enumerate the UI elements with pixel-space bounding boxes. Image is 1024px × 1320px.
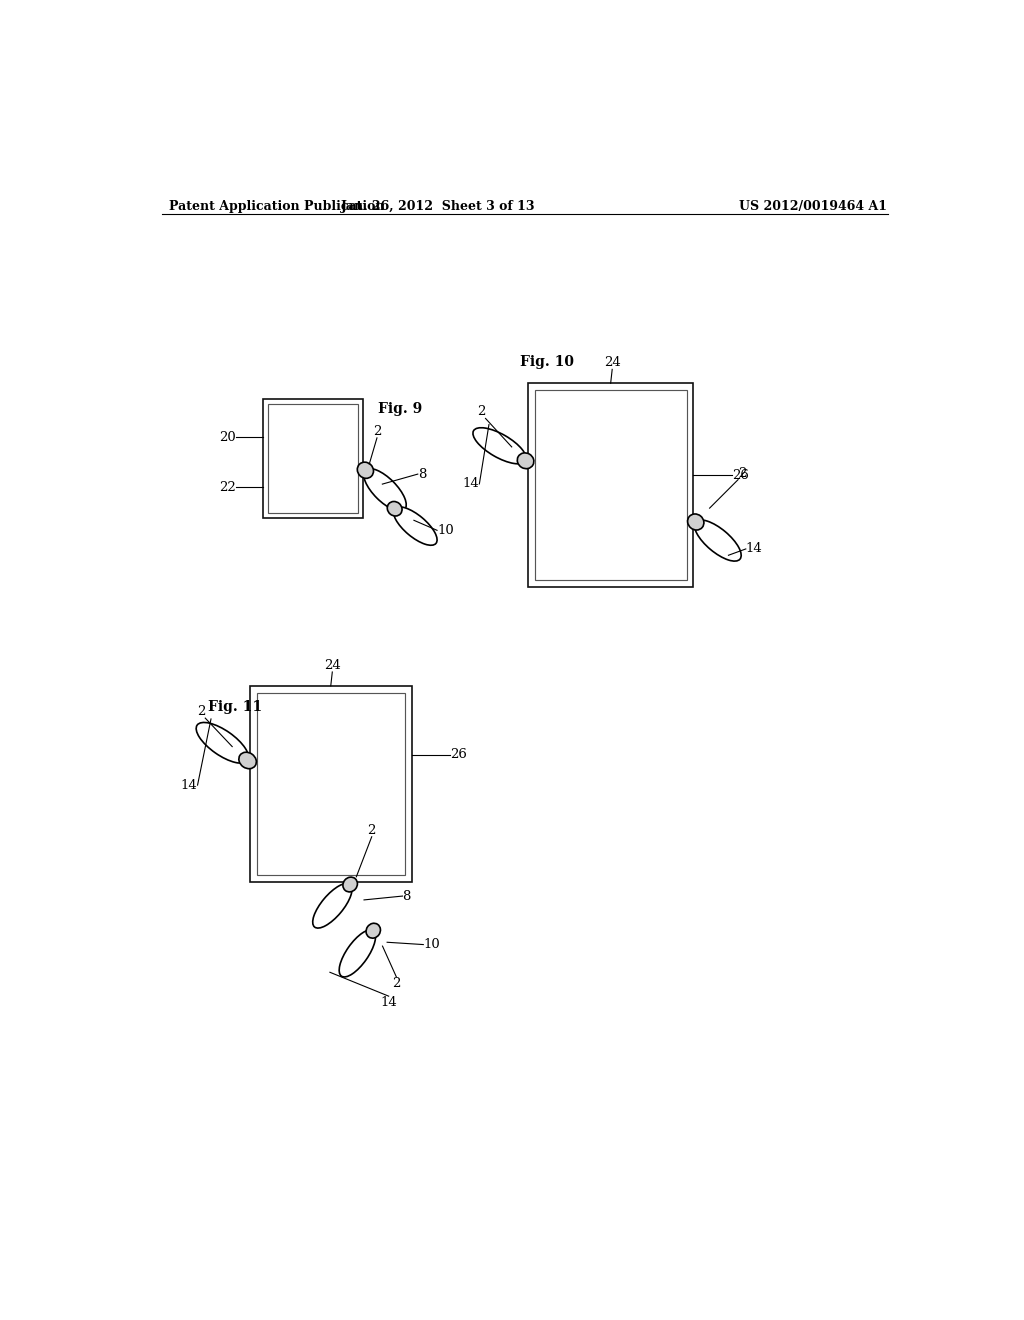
Ellipse shape	[312, 883, 352, 928]
Ellipse shape	[339, 929, 376, 977]
Ellipse shape	[197, 722, 249, 763]
Ellipse shape	[687, 513, 703, 531]
Text: 2: 2	[392, 977, 400, 990]
Text: Fig. 11: Fig. 11	[208, 700, 262, 714]
Bar	[528, 383, 693, 587]
Text: Jan. 26, 2012  Sheet 3 of 13: Jan. 26, 2012 Sheet 3 of 13	[341, 199, 536, 213]
Ellipse shape	[393, 507, 437, 545]
Text: 26: 26	[451, 748, 467, 762]
Bar	[535, 391, 686, 581]
Text: US 2012/0019464 A1: US 2012/0019464 A1	[739, 199, 887, 213]
Ellipse shape	[357, 462, 374, 478]
Text: 2: 2	[197, 705, 205, 718]
Text: Patent Application Publication: Patent Application Publication	[169, 199, 385, 213]
Ellipse shape	[343, 876, 357, 892]
Text: 14: 14	[380, 997, 397, 1010]
Text: 2: 2	[373, 425, 381, 438]
Text: 14: 14	[463, 478, 479, 490]
Text: 24: 24	[324, 659, 341, 672]
Text: 26: 26	[732, 469, 749, 482]
Bar	[250, 686, 412, 882]
Text: 22: 22	[219, 480, 237, 494]
Text: 8: 8	[418, 467, 426, 480]
Ellipse shape	[387, 502, 402, 516]
Ellipse shape	[694, 520, 741, 561]
Bar	[268, 404, 357, 512]
Text: 2: 2	[477, 405, 485, 418]
Text: 2: 2	[368, 824, 376, 837]
Ellipse shape	[517, 453, 534, 469]
Text: 10: 10	[437, 524, 454, 537]
Text: 24: 24	[604, 356, 621, 370]
Text: Fig. 9: Fig. 9	[379, 403, 423, 417]
Ellipse shape	[364, 469, 407, 511]
Ellipse shape	[366, 923, 381, 939]
Text: 8: 8	[402, 890, 411, 903]
Ellipse shape	[239, 752, 256, 768]
Bar	[257, 693, 404, 875]
Text: 14: 14	[745, 543, 763, 556]
Text: 10: 10	[423, 939, 440, 952]
Text: 20: 20	[219, 430, 237, 444]
Text: Fig. 10: Fig. 10	[520, 355, 574, 370]
Ellipse shape	[473, 428, 526, 463]
Text: 14: 14	[181, 779, 198, 792]
Text: 2: 2	[738, 467, 746, 479]
Bar	[263, 399, 364, 517]
